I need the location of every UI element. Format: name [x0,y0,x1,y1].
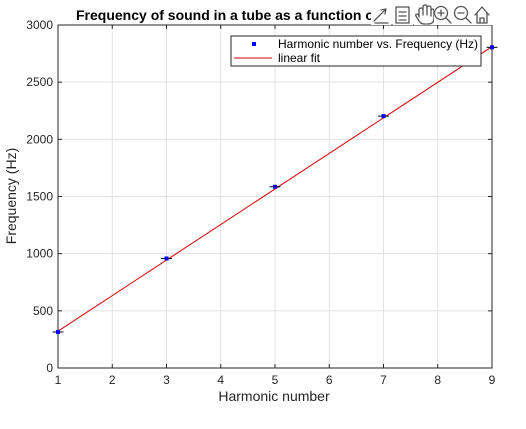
figure-toolbar [371,5,493,25]
x-tick-label: 1 [55,373,62,387]
x-tick-label: 6 [326,373,333,387]
legend-marker-points [252,42,256,46]
y-tick-label: 3000 [26,18,53,32]
x-tick-label: 3 [163,373,170,387]
tick-labels: 1 2 3 4 5 6 7 8 9 0 500 1000 1500 2000 2500 3000 [26,18,495,387]
data-point [378,114,389,118]
legend: Harmonic number vs. Frequency (Hz) linea… [231,36,481,66]
point-marker [165,256,169,260]
x-tick-label: 4 [217,373,224,387]
x-tick-label: 9 [489,373,496,387]
x-tick-label: 8 [434,373,441,387]
legend-label-points: Harmonic number vs. Frequency (Hz) [278,37,478,51]
y-tick-label: 2000 [26,132,53,146]
x-tick-label: 5 [272,373,279,387]
chart-title: Frequency of sound in a tube as a functi… [76,7,374,23]
y-tick-label: 2500 [26,75,53,89]
grid-lines [58,25,492,368]
legend-label-line: linear fit [278,51,321,65]
data-point [53,330,64,334]
y-tick-label: 1000 [26,247,53,261]
home-icon[interactable] [473,5,493,25]
point-marker [56,330,60,334]
y-tick-label: 1500 [26,190,53,204]
zoom-in-icon[interactable] [434,5,454,25]
point-marker [382,114,386,118]
point-marker [490,45,494,49]
data-point [270,185,281,189]
x-tick-label: 7 [380,373,387,387]
y-tick-label: 500 [33,304,53,318]
y-axis-label: Frequency (Hz) [3,148,19,244]
x-tick-label: 2 [109,373,116,387]
y-tick-label: 0 [46,361,53,375]
insert-legend-icon[interactable] [393,5,413,25]
pan-hand-icon[interactable] [414,5,434,25]
x-axis-label: Harmonic number [218,388,330,404]
zoom-out-icon[interactable] [454,5,474,25]
point-marker [273,185,277,189]
text-arrow-icon[interactable] [371,5,391,25]
